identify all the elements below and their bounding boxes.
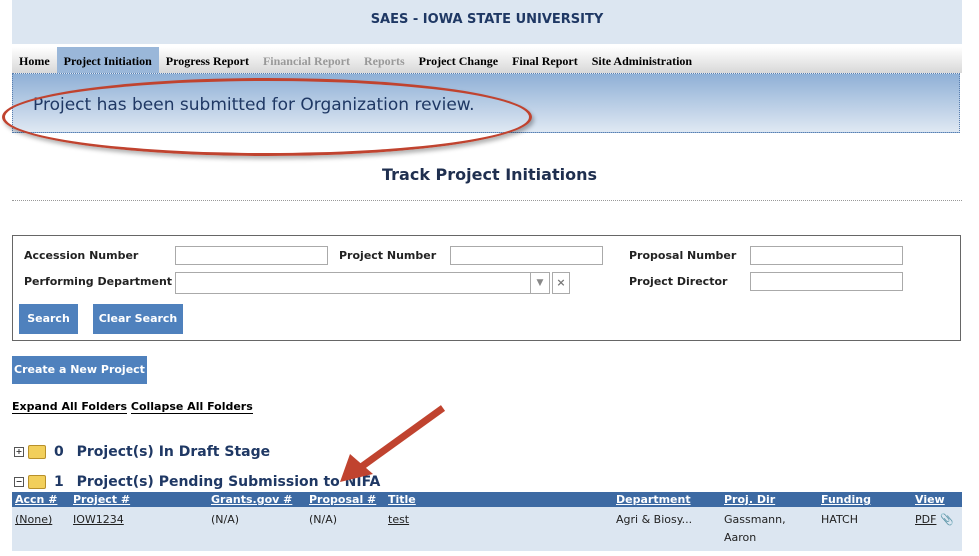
col-accn[interactable]: Accn # <box>12 492 70 507</box>
col-funding[interactable]: Funding <box>818 492 912 507</box>
expand-all-link[interactable]: Expand All Folders <box>12 400 128 414</box>
nav-financial-report[interactable]: Financial Report <box>262 54 350 68</box>
nav-project-change[interactable]: Project Change <box>418 54 499 68</box>
group-draft[interactable]: + 0 Project(s) In Draft Stage <box>14 444 270 460</box>
col-view[interactable]: View <box>912 492 962 507</box>
folder-links: Expand All Folders Collapse All Folders <box>12 400 253 414</box>
folder-icon <box>28 445 46 459</box>
director-label: Project Director <box>629 275 728 288</box>
site-header: SAES - IOWA STATE UNIVERSITY <box>12 0 962 44</box>
annotation-oval <box>2 78 532 156</box>
main-nav: Home Project Initiation Progress Report … <box>12 47 962 73</box>
collapse-icon[interactable]: − <box>14 477 24 487</box>
title-link[interactable]: test <box>388 513 410 526</box>
table-row: (None) IOW1234 (N/A) (N/A) test Agri & B… <box>12 507 962 551</box>
project-number-input[interactable] <box>450 246 603 265</box>
grants-cell: (N/A) <box>208 507 306 551</box>
page-title: Track Project Initiations <box>382 165 597 184</box>
projects-table: Accn # Project # Grants.gov # Proposal #… <box>12 492 962 551</box>
clear-search-button[interactable]: Clear Search <box>93 304 183 334</box>
proposal-cell: (N/A) <box>306 507 385 551</box>
chevron-down-icon[interactable]: ▼ <box>530 272 550 294</box>
col-project[interactable]: Project # <box>70 492 208 507</box>
nav-reports[interactable]: Reports <box>363 54 405 68</box>
director-input[interactable] <box>750 272 903 291</box>
accn-link[interactable]: (None) <box>15 513 53 526</box>
proposal-number-input[interactable] <box>750 246 903 265</box>
accession-input[interactable] <box>175 246 328 265</box>
department-label: Performing Department <box>24 275 173 288</box>
group-pending[interactable]: − 1 Project(s) Pending Submission to NIF… <box>14 474 380 490</box>
col-grants[interactable]: Grants.gov # <box>208 492 306 507</box>
department-cell: Agri & Biosy... <box>613 507 721 551</box>
department-combo-input[interactable] <box>175 272 531 294</box>
col-director[interactable]: Proj. Dir <box>721 492 818 507</box>
divider <box>12 200 962 201</box>
search-button[interactable]: Search <box>19 304 78 334</box>
create-project-button[interactable]: Create a New Project <box>12 356 147 384</box>
group-label: Project(s) In Draft Stage <box>76 444 271 460</box>
col-department[interactable]: Department <box>613 492 721 507</box>
table-header: Accn # Project # Grants.gov # Proposal #… <box>12 492 962 507</box>
group-count: 1 <box>54 474 64 490</box>
expand-icon[interactable]: + <box>14 447 24 457</box>
nav-progress-report[interactable]: Progress Report <box>165 54 249 68</box>
col-title[interactable]: Title <box>385 492 613 507</box>
accession-label: Accession Number <box>24 249 139 262</box>
paperclip-icon[interactable]: 📎 <box>939 513 954 526</box>
project-link[interactable]: IOW1234 <box>73 513 124 526</box>
nav-final-report[interactable]: Final Report <box>512 54 578 68</box>
nav-project-initiation[interactable]: Project Initiation <box>56 47 159 73</box>
search-form: Accession Number Project Number Proposal… <box>12 235 961 341</box>
proposal-number-label: Proposal Number <box>629 249 737 262</box>
annotation-arrow <box>340 405 446 482</box>
group-label: Project(s) Pending Submission to NIFA <box>76 474 381 490</box>
nav-site-administration[interactable]: Site Administration <box>591 54 693 68</box>
project-number-label: Project Number <box>339 249 437 262</box>
group-count: 0 <box>54 444 64 460</box>
nav-home[interactable]: Home <box>19 54 50 68</box>
collapse-all-link[interactable]: Collapse All Folders <box>130 400 253 414</box>
folder-icon <box>28 475 46 489</box>
clear-icon[interactable]: × <box>552 272 570 294</box>
director-cell: Gassmann, Aaron <box>721 507 818 551</box>
pdf-link[interactable]: PDF <box>915 513 937 526</box>
col-proposal[interactable]: Proposal # <box>306 492 385 507</box>
funding-cell: HATCH <box>818 507 912 551</box>
